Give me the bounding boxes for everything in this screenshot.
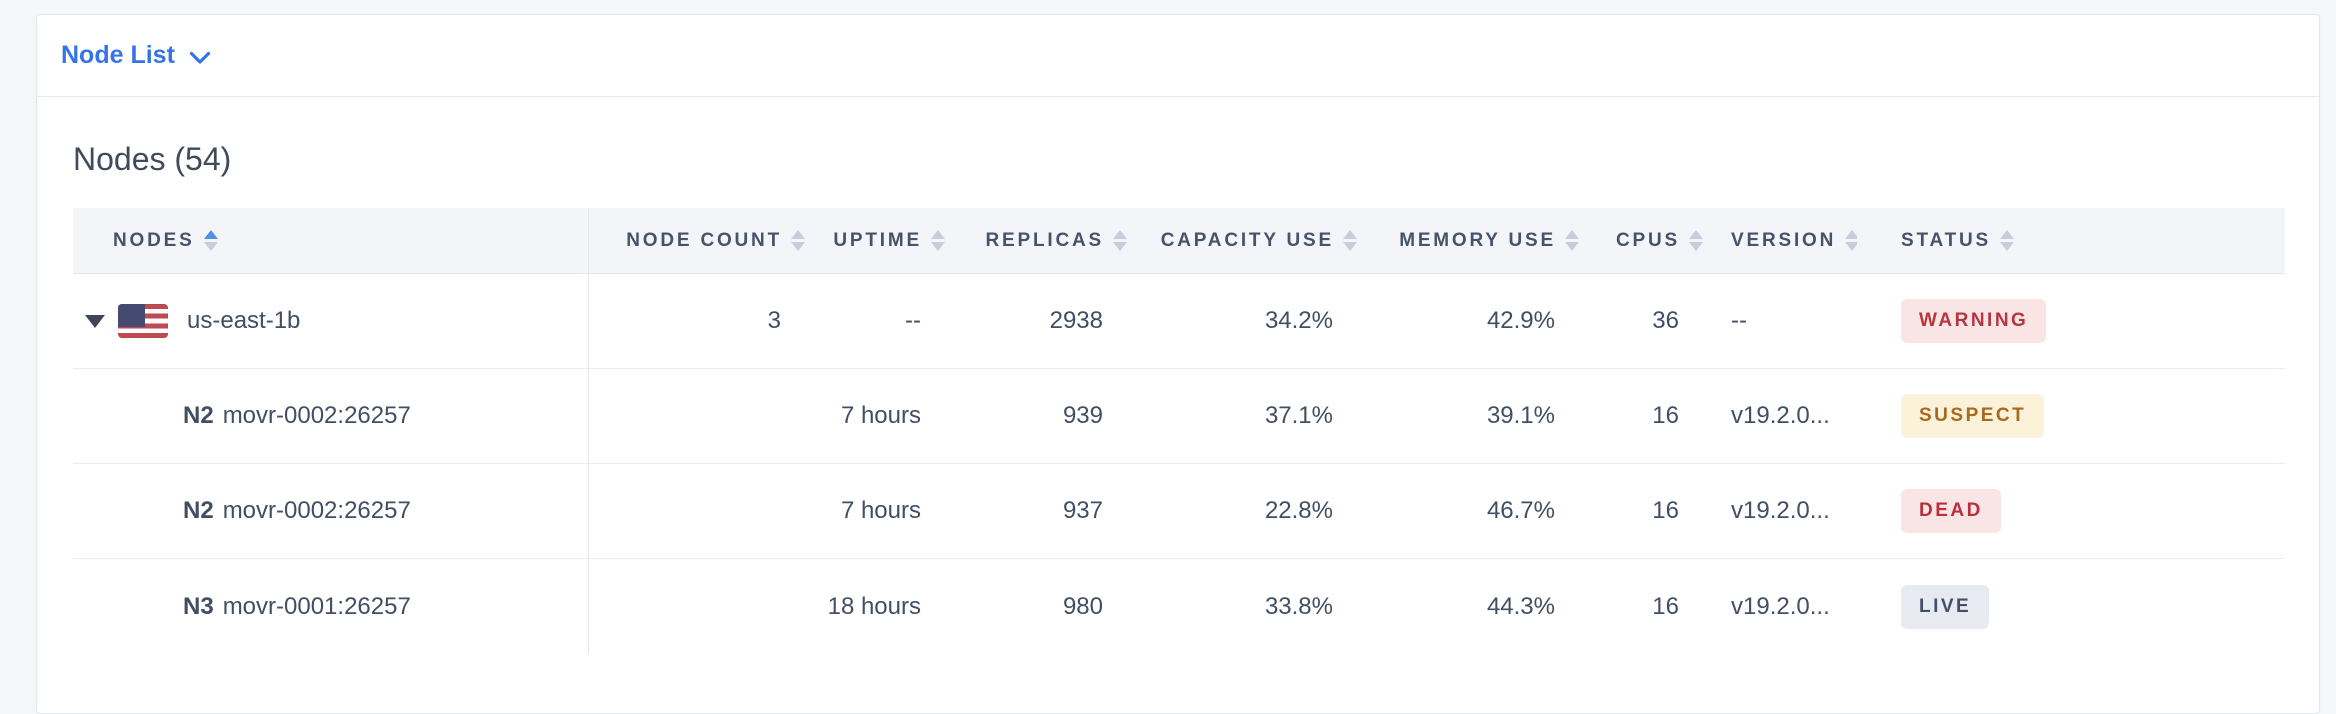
- region-name: us-east-1b: [187, 307, 301, 334]
- sort-icon: [931, 230, 945, 251]
- sort-icon: [1113, 230, 1127, 251]
- node-id: N2: [183, 497, 214, 524]
- cpus-cell: 16: [1652, 592, 1679, 620]
- uptime-cell: --: [905, 307, 921, 334]
- sort-icon: [1845, 230, 1857, 251]
- capacity-use-cell: 33.8%: [1264, 592, 1333, 620]
- node-id: N3: [183, 592, 214, 620]
- sort-icon: [1565, 230, 1579, 251]
- collapse-caret-icon[interactable]: [85, 314, 105, 328]
- status-badge: LIVE: [1901, 584, 1990, 629]
- view-switcher-label: Node List: [61, 41, 175, 69]
- column-label: VERSION: [1731, 229, 1837, 251]
- column-label: NODES: [113, 229, 195, 251]
- table-row-node: N3 movr-0001:26257 18 hours 980 33.8% 44…: [73, 559, 2285, 654]
- node-cell[interactable]: N3 movr-0001:26257: [73, 559, 589, 654]
- column-label: NODE COUNT: [626, 229, 782, 251]
- table-row-node: N2 movr-0002:26257 7 hours 939 37.1% 39.…: [73, 369, 2285, 464]
- version-cell: --: [1731, 307, 1747, 334]
- replicas-cell: 939: [1062, 402, 1103, 429]
- table-header-row: NODES NODE COUNT UPTIME REPLICAS CAPACIT…: [73, 208, 2285, 274]
- node-address: movr-0001:26257: [222, 592, 411, 620]
- cpus-cell: 16: [1652, 497, 1679, 524]
- memory-use-cell: 42.9%: [1486, 307, 1555, 334]
- column-label: CPUS: [1616, 229, 1680, 251]
- replicas-cell: 980: [1062, 592, 1103, 620]
- status-cell: WARNING: [1857, 274, 2285, 368]
- node-list-card: Node List Nodes (54) NODES NODE COUNT UP…: [36, 14, 2320, 714]
- uptime-cell: 7 hours: [840, 402, 921, 429]
- nodes-table: NODES NODE COUNT UPTIME REPLICAS CAPACIT…: [73, 208, 2285, 654]
- capacity-use-cell: 34.2%: [1264, 307, 1333, 334]
- status-cell: SUSPECT: [1857, 369, 2285, 463]
- sort-icon: [1343, 230, 1357, 251]
- uptime-cell: 18 hours: [827, 592, 921, 620]
- uptime-cell: 7 hours: [840, 497, 921, 524]
- sort-icon: [1689, 230, 1703, 251]
- version-cell: v19.2.0...: [1731, 402, 1830, 429]
- status-badge: WARNING: [1901, 299, 2047, 343]
- sort-icon: [791, 230, 805, 251]
- column-header-status[interactable]: STATUS: [1857, 208, 2285, 273]
- capacity-use-cell: 22.8%: [1264, 497, 1333, 524]
- replicas-cell: 2938: [1049, 307, 1103, 334]
- memory-use-cell: 46.7%: [1486, 497, 1555, 524]
- column-header-nodes[interactable]: NODES: [73, 208, 589, 273]
- view-switcher-dropdown[interactable]: Node List: [61, 41, 211, 70]
- column-header-replicas[interactable]: REPLICAS: [945, 208, 1127, 273]
- table-row-node: N2 movr-0002:26257 7 hours 937 22.8% 46.…: [73, 464, 2285, 559]
- status-badge: DEAD: [1901, 489, 2001, 533]
- memory-use-cell: 39.1%: [1486, 402, 1555, 429]
- page-title: Nodes (54): [73, 141, 232, 177]
- memory-use-cell: 44.3%: [1486, 592, 1555, 620]
- column-label: UPTIME: [833, 229, 922, 251]
- replicas-cell: 937: [1062, 497, 1103, 524]
- column-header-cpus[interactable]: CPUS: [1579, 208, 1703, 273]
- card-header: Node List: [37, 15, 2319, 97]
- status-cell: DEAD: [1857, 464, 2285, 558]
- node-address: movr-0002:26257: [222, 402, 411, 429]
- column-header-version[interactable]: VERSION: [1703, 208, 1857, 273]
- region-cell[interactable]: us-east-1b: [73, 274, 589, 368]
- chevron-down-icon: [189, 51, 211, 64]
- sort-icon: [203, 230, 218, 251]
- column-label: CAPACITY USE: [1160, 229, 1334, 251]
- column-label: REPLICAS: [985, 229, 1104, 251]
- column-header-node-count[interactable]: NODE COUNT: [589, 208, 805, 273]
- us-flag-icon: [118, 304, 168, 338]
- node-count-cell: [589, 369, 805, 463]
- column-header-memory-use[interactable]: MEMORY USE: [1357, 208, 1579, 273]
- sort-icon: [1999, 230, 2014, 251]
- status-badge: SUSPECT: [1901, 394, 2045, 438]
- version-cell: v19.2.0...: [1731, 592, 1830, 620]
- version-cell: v19.2.0...: [1731, 497, 1830, 524]
- node-count-cell: [589, 559, 805, 654]
- table-row-region: us-east-1b 3 -- 2938 34.2% 42.9% 36 -- W…: [73, 274, 2285, 369]
- column-header-capacity-use[interactable]: CAPACITY USE: [1127, 208, 1357, 273]
- node-address: movr-0002:26257: [222, 497, 411, 524]
- node-cell[interactable]: N2 movr-0002:26257: [73, 464, 589, 558]
- column-label: STATUS: [1901, 229, 1991, 251]
- cpus-cell: 16: [1652, 402, 1679, 429]
- column-header-uptime[interactable]: UPTIME: [805, 208, 945, 273]
- status-cell: LIVE: [1857, 559, 2285, 654]
- node-cell[interactable]: N2 movr-0002:26257: [73, 369, 589, 463]
- cpus-cell: 36: [1652, 307, 1679, 334]
- capacity-use-cell: 37.1%: [1264, 402, 1333, 429]
- node-id: N2: [183, 402, 214, 429]
- node-count-cell: [589, 464, 805, 558]
- column-label: MEMORY USE: [1399, 229, 1556, 251]
- node-count-cell: 3: [767, 307, 781, 334]
